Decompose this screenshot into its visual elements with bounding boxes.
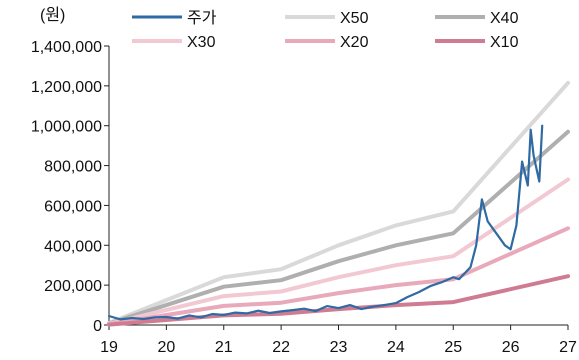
y-tick-label: 0 <box>93 318 102 335</box>
legend-label: X20 <box>340 34 369 51</box>
chart-series <box>107 80 570 327</box>
series-line-주가 <box>107 124 544 321</box>
series-line-X30 <box>107 177 570 326</box>
legend-label: X10 <box>490 34 519 51</box>
y-axis: 0 200,000 400,000 600,000 800,000 1,000,000 1,… <box>31 39 110 335</box>
x-tick-label: 22 <box>272 339 290 356</box>
y-tick-label: 1,200,000 <box>31 79 102 96</box>
legend-label: X40 <box>490 10 519 27</box>
series-line-X50 <box>107 80 570 325</box>
series-line-X40 <box>107 129 570 326</box>
y-tick-label: 200,000 <box>44 278 102 295</box>
x-tick-label: 21 <box>215 339 233 356</box>
x-axis: 19 20 21 22 23 24 25 26 27 <box>100 324 577 356</box>
x-tick-label: 25 <box>444 339 462 356</box>
y-tick-label: 600,000 <box>44 198 102 215</box>
y-tick-label: 1,000,000 <box>31 119 102 136</box>
x-tick-label: 23 <box>330 339 348 356</box>
y-tick-label: 1,400,000 <box>31 39 102 56</box>
y-axis-unit-label: (원) <box>40 6 65 24</box>
x-tick-label: 24 <box>387 339 405 356</box>
legend-label: 주가 <box>187 9 217 27</box>
y-tick-label: 800,000 <box>44 159 102 176</box>
legend-label: X50 <box>340 10 369 27</box>
legend-label: X30 <box>187 34 216 51</box>
x-tick-label: 20 <box>157 339 175 356</box>
chart-legend: 주가 X50 X40 X30 X20 X10 <box>132 9 519 51</box>
y-tick-label: 400,000 <box>44 238 102 255</box>
series-line-X20 <box>107 226 570 327</box>
x-tick-label: 26 <box>502 339 520 356</box>
x-tick-label: 19 <box>100 339 118 356</box>
x-tick-label: 27 <box>559 339 577 356</box>
